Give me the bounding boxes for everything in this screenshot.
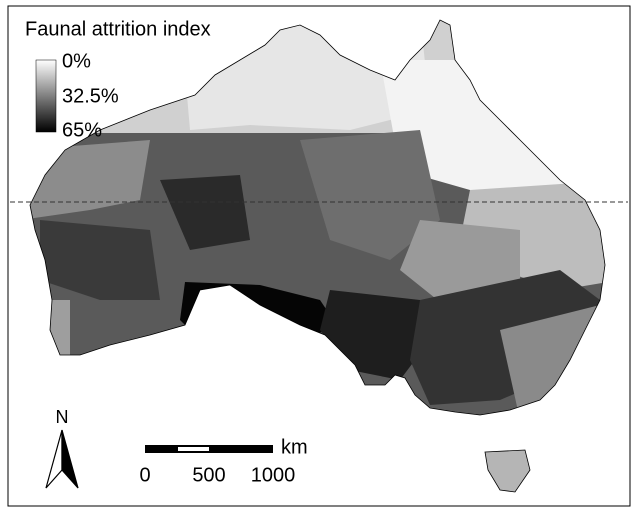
- scale-bar: [145, 445, 273, 453]
- north-arrow: [61, 429, 79, 489]
- scale-unit: km: [281, 436, 308, 458]
- tasmania: [484, 449, 531, 493]
- scale-label: 1000: [251, 464, 296, 486]
- legend-title: Faunal attrition index: [25, 18, 211, 40]
- scale-label: 500: [192, 464, 225, 486]
- legend-label: 32.5%: [62, 85, 119, 107]
- legend-label: 0%: [62, 50, 91, 72]
- scale-label: 0: [139, 464, 150, 486]
- north-label: N: [56, 407, 69, 427]
- coastline: [29, 19, 606, 416]
- legend-ramp: [35, 59, 57, 133]
- legend-label: 65%: [62, 119, 102, 141]
